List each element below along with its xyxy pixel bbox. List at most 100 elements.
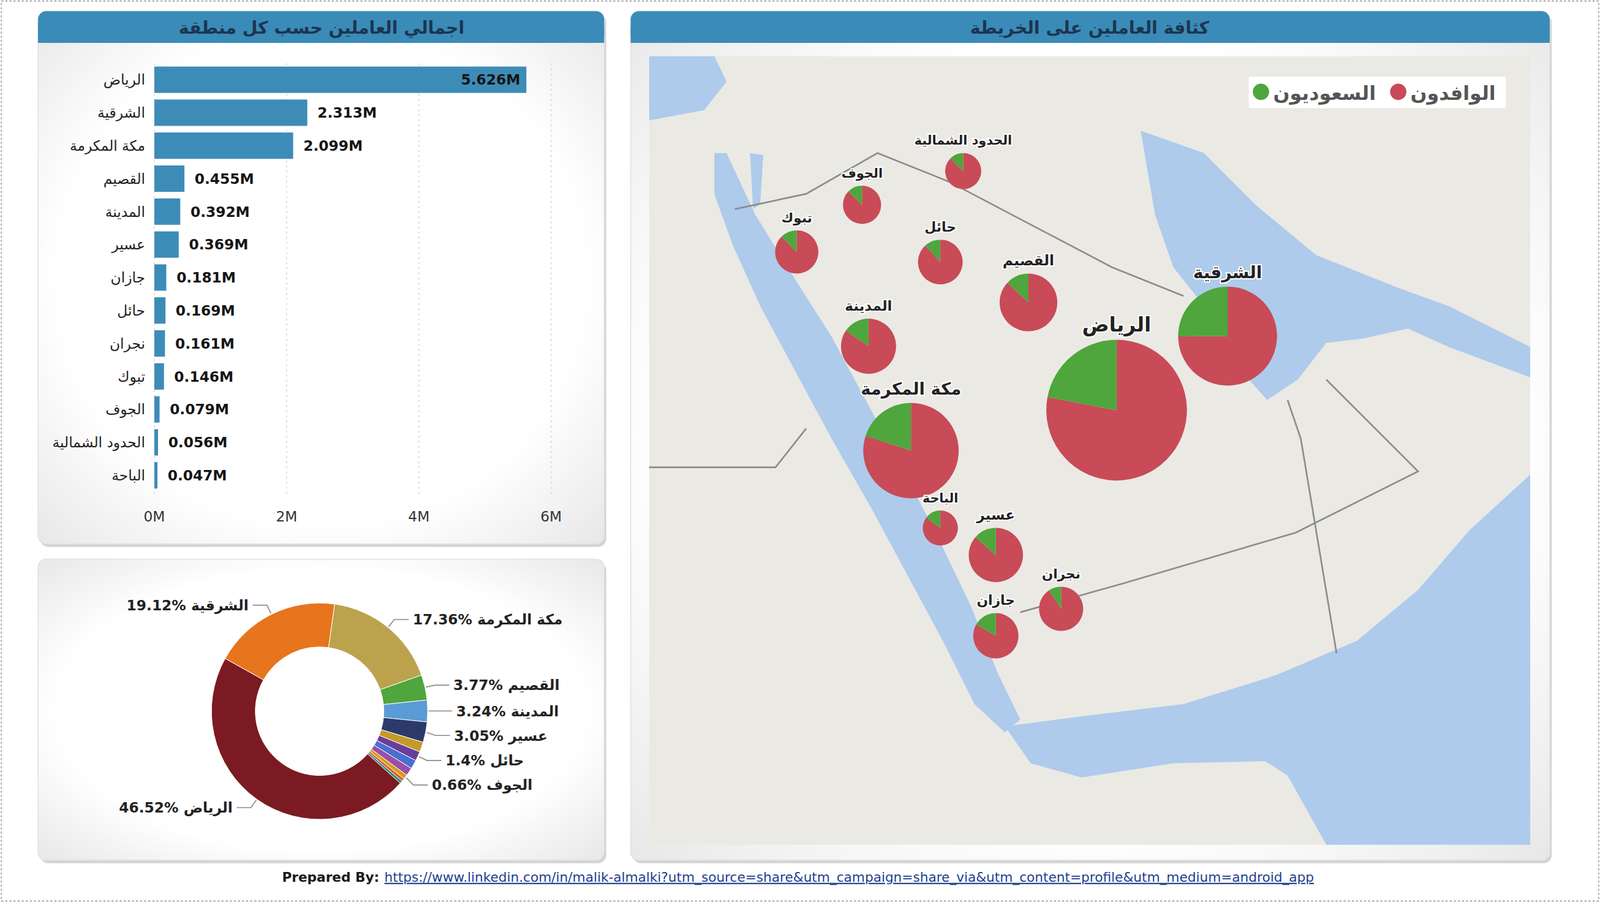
- dashboard: اجمالي العاملين حسب كل منطقة 0M 2M 4M 6M الري…: [0, 0, 1600, 902]
- data-label: 2.099M: [303, 137, 363, 154]
- chart-title: اجمالي العاملين حسب كل منطقة: [178, 17, 465, 38]
- pie-wedge: [845, 318, 869, 347]
- pie-wedge: [968, 527, 1023, 582]
- legend-swatch: [1389, 83, 1407, 101]
- region-label: الشرقية: [1193, 262, 1263, 283]
- legend-label: السعوديون: [1273, 82, 1377, 105]
- data-label: 0.047M: [167, 466, 228, 484]
- bar-labels: الرياض5.626Mالشرقية2.313Mمكة المكرمة2.09…: [52, 71, 521, 484]
- bar: [154, 461, 158, 489]
- pie-wedge: [841, 318, 897, 374]
- category-label: تبوك: [117, 368, 146, 386]
- border-line: [649, 428, 807, 467]
- donut-slice: [211, 658, 400, 820]
- pie-wedge: [1048, 586, 1061, 609]
- donut-slice: [328, 603, 422, 690]
- label-value: 17.36%: [412, 610, 473, 628]
- bar: [154, 428, 159, 456]
- bar: [154, 165, 185, 192]
- tick-label: 2M: [275, 507, 298, 525]
- pie-wedge: [973, 613, 1019, 659]
- data-label: 3.05%عسير: [453, 727, 548, 745]
- category-label: جازان: [110, 268, 146, 287]
- map-labels: الرياضالشرقيةمكة المكرمةالقصيمالمدينةعسي…: [781, 132, 1263, 608]
- region-label: جازان: [976, 592, 1016, 608]
- data-label: 0.169M: [175, 301, 236, 319]
- category-label: حائل: [116, 301, 146, 319]
- donut-labels: 17.36%مكة المكرمة 3.77%القصيم 3.24%المدينة…: [118, 596, 563, 816]
- panel-header: [37, 11, 604, 43]
- label-value: 19.12%: [126, 596, 187, 614]
- label-value: 3.24%: [456, 702, 506, 720]
- pie-wedge: [842, 185, 881, 224]
- bar: [154, 231, 179, 258]
- data-label: 0.369M: [188, 235, 249, 253]
- label-category: القصيم: [507, 676, 560, 693]
- legend-swatch: [1252, 83, 1270, 101]
- label-category: عسير: [507, 727, 548, 745]
- legend-box: [1249, 76, 1507, 109]
- grid-line: [418, 63, 420, 494]
- map-panel: كثافة العاملين على الخريطةالرياضالشرقيةم…: [630, 11, 1553, 863]
- data-label: 3.77%القصيم: [453, 676, 560, 693]
- map-pies: [774, 153, 1277, 659]
- footer-link[interactable]: https://www.linkedin.com/in/malik-almalk…: [384, 869, 1314, 886]
- data-label: 1.4%حائل: [445, 751, 524, 769]
- bar: [154, 198, 181, 225]
- pie-wedge: [865, 402, 911, 451]
- donut-slice: [380, 675, 428, 705]
- tick-label: 6M: [540, 507, 562, 525]
- tick-label: 4M: [407, 507, 430, 525]
- label-category: المدينة: [510, 702, 559, 720]
- map-background: [649, 56, 1531, 845]
- region-label: مكة المكرمة: [860, 379, 962, 399]
- pie-wedge: [848, 185, 862, 205]
- category-label: القصيم: [103, 170, 146, 188]
- leader-line: [388, 619, 409, 627]
- region-label: المدينة: [844, 297, 892, 314]
- donut-slices: [211, 602, 428, 819]
- data-label: 0.181M: [176, 268, 236, 286]
- label-category: الشرقية: [191, 596, 249, 614]
- bar: [154, 363, 165, 390]
- category-label: المدينة: [105, 203, 146, 220]
- label-category: الجوف: [486, 776, 533, 794]
- pie-wedge: [1177, 286, 1228, 337]
- label-value: 0.66%: [431, 776, 482, 793]
- pie-wedge: [1177, 286, 1277, 386]
- label-category: حائل: [490, 751, 524, 769]
- region-label: تبوك: [781, 210, 813, 226]
- label-value: 3.05%: [453, 727, 504, 744]
- legend: الوافدونالسعوديون: [1249, 76, 1507, 109]
- bar: [154, 264, 167, 291]
- data-label: 19.12%الشرقية: [126, 596, 249, 614]
- footer: Prepared By:https://www.linkedin.com/in/…: [281, 869, 1314, 886]
- category-label: الشرقية: [97, 104, 146, 122]
- panel-body: [37, 559, 604, 861]
- panel-body: [37, 11, 604, 544]
- data-label: 3.24%المدينة: [456, 702, 559, 720]
- tick-label: 0M: [143, 507, 165, 525]
- pie-wedge: [1047, 339, 1117, 411]
- category-label: الباحة: [111, 466, 146, 484]
- pie-wedge: [1046, 339, 1188, 481]
- bar-panel: اجمالي العاملين حسب كل منطقة 0M 2M 4M 6M الري…: [37, 11, 606, 547]
- region-label: الباحة: [922, 490, 959, 506]
- region-label: الحدود الشمالية: [914, 132, 1013, 148]
- panel-shadow: [632, 14, 1552, 863]
- data-label: 0.161M: [175, 335, 235, 352]
- pie-wedge: [922, 510, 958, 546]
- data-label: 0.455M: [194, 170, 255, 187]
- pie-wedge: [1038, 586, 1084, 631]
- region-label: نجران: [1041, 566, 1081, 582]
- pie-wedge: [945, 153, 982, 190]
- border-line: [734, 153, 1184, 296]
- data-label: 46.52%الرياض: [118, 798, 233, 816]
- bar: [154, 99, 308, 126]
- label-category: مكة المكرمة: [477, 610, 563, 628]
- data-label: 0.66%الجوف: [431, 776, 533, 794]
- data-label: 0.079M: [169, 400, 230, 418]
- label-value: 46.52%: [118, 798, 179, 816]
- chart-title: كثافة العاملين على الخريطة: [970, 17, 1210, 38]
- border-line: [1287, 400, 1337, 653]
